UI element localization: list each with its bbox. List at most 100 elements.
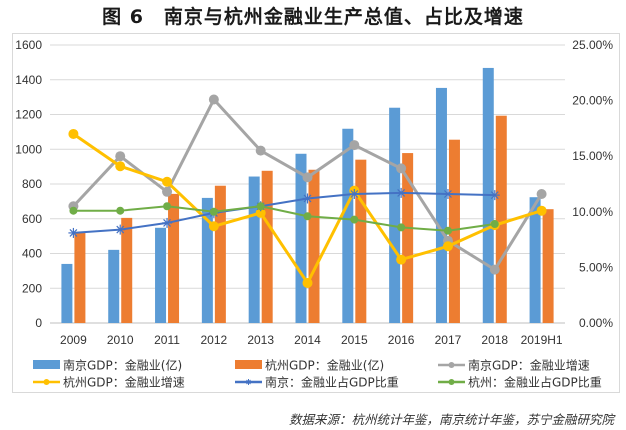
point-marker xyxy=(115,151,126,162)
star-stroke xyxy=(163,218,171,227)
point-marker xyxy=(116,206,125,215)
y2-tick-label: 20.00% xyxy=(572,94,613,108)
bar-hangzhou xyxy=(121,217,133,323)
star-marker xyxy=(442,189,453,200)
chart-frame xyxy=(12,33,620,393)
legend-star xyxy=(246,379,251,385)
point-marker xyxy=(69,206,78,215)
chart-title: 图 6 南京与杭州金融业生产总值、占比及增速 xyxy=(102,6,524,28)
x-tick-label: 2014 xyxy=(294,333,321,347)
star-stroke xyxy=(397,188,406,197)
x-tick-label: 2013 xyxy=(247,333,274,347)
point-marker xyxy=(162,186,173,197)
x-tick-label: 2011 xyxy=(154,333,180,347)
x-tick-label: 2015 xyxy=(341,333,368,347)
bar-hangzhou xyxy=(261,170,273,323)
legend-marker xyxy=(448,379,455,385)
bar-nanjing xyxy=(108,249,120,323)
point-marker xyxy=(396,254,407,265)
y-tick-label: 800 xyxy=(22,177,42,191)
x-tick-label: 2016 xyxy=(388,333,415,347)
legend-item: 杭州：金融业占GDP比重 xyxy=(438,375,602,390)
legend-label: 南京GDP：金融业增速 xyxy=(468,358,590,373)
legend-item: 杭州GDP：金融业(亿) xyxy=(235,358,384,373)
legend-label: 南京GDP：金融业(亿) xyxy=(63,358,182,373)
star-stroke xyxy=(490,191,499,200)
gridlines xyxy=(50,44,565,324)
legend-label: 杭州GDP：金融业(亿) xyxy=(265,358,384,373)
point-marker xyxy=(536,205,547,216)
bar-nanjing xyxy=(342,128,354,323)
legend-item: 杭州GDP：金融业增速 xyxy=(33,375,185,390)
lines xyxy=(68,94,547,288)
bar-nanjing xyxy=(155,227,167,323)
bar-hangzhou xyxy=(168,193,180,323)
x-tick-label: 2010 xyxy=(107,333,134,347)
legend-label: 杭州GDP：金融业增速 xyxy=(63,375,185,390)
bar-hangzhou xyxy=(495,115,507,323)
point-marker xyxy=(396,163,407,174)
point-marker xyxy=(536,189,547,200)
y-tick-label: 1000 xyxy=(15,142,42,156)
point-marker xyxy=(68,128,79,139)
star-stroke xyxy=(303,194,312,203)
x-tick-label: 2018 xyxy=(481,333,508,347)
point-marker xyxy=(208,94,219,105)
star-marker xyxy=(68,227,79,238)
bar-hangzhou xyxy=(402,153,414,323)
y2-tick-label: 0.00% xyxy=(579,316,613,330)
y-tick-label: 400 xyxy=(22,247,42,261)
point-marker xyxy=(162,176,173,187)
y-axis-left: 0 200 400 600 800 1000 1200 1400 1600 xyxy=(15,38,42,330)
point-marker xyxy=(302,172,313,183)
point-marker xyxy=(208,221,219,232)
x-tick-label: 2009 xyxy=(60,333,87,347)
point-marker xyxy=(490,220,499,229)
x-tick-label: 2012 xyxy=(201,333,228,347)
legend-item: 南京GDP：金融业增速 xyxy=(438,358,590,373)
bar-nanjing xyxy=(435,87,447,323)
point-marker xyxy=(442,241,453,252)
star-stroke xyxy=(444,190,452,198)
legend: 南京GDP：金融业(亿) 杭州GDP：金融业(亿) 南京GDP：金融业增速杭州GDP… xyxy=(33,358,602,390)
star-stroke xyxy=(350,190,359,198)
point-marker xyxy=(489,264,500,275)
point-marker xyxy=(209,207,218,216)
bar-nanjing xyxy=(61,263,73,323)
data-source-note: 数据来源：杭州统计年鉴，南京统计年鉴，苏宁金融研究院 xyxy=(288,412,614,427)
series-line-2 xyxy=(73,191,495,234)
legend-item: 南京：金融业占GDP比重 xyxy=(235,375,399,390)
star-marker xyxy=(302,193,313,204)
bar-hangzhou xyxy=(214,185,226,323)
bar-nanjing xyxy=(248,176,260,323)
point-marker xyxy=(115,161,126,172)
point-marker xyxy=(302,277,313,288)
star-stroke xyxy=(116,225,125,234)
y2-tick-label: 10.00% xyxy=(572,205,613,219)
y-tick-label: 1600 xyxy=(15,38,42,52)
legend-label: 南京：金融业占GDP比重 xyxy=(265,375,399,390)
bar-hangzhou xyxy=(74,232,86,323)
point-marker xyxy=(303,212,312,221)
y-tick-label: 0 xyxy=(35,316,42,330)
point-marker xyxy=(350,215,359,224)
star-marker xyxy=(349,189,360,200)
y-tick-label: 600 xyxy=(22,212,42,226)
y2-tick-label: 25.00% xyxy=(572,38,613,52)
y-tick-label: 200 xyxy=(22,281,42,295)
bar-nanjing xyxy=(529,197,541,323)
star-marker xyxy=(396,187,407,198)
bar-nanjing xyxy=(389,107,401,323)
y2-tick-label: 15.00% xyxy=(572,149,613,163)
bar-nanjing xyxy=(201,197,213,323)
star-stroke xyxy=(69,229,78,237)
star-marker xyxy=(115,224,126,235)
point-marker xyxy=(443,226,452,235)
bar-nanjing xyxy=(295,153,307,323)
point-marker xyxy=(255,207,266,218)
y-tick-label: 1200 xyxy=(15,108,42,122)
point-marker xyxy=(349,140,360,151)
bar-hangzhou xyxy=(542,209,554,323)
point-marker xyxy=(255,145,266,156)
